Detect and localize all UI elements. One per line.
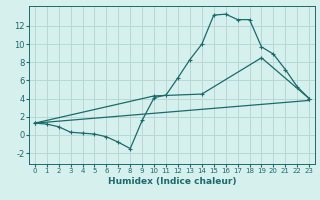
X-axis label: Humidex (Indice chaleur): Humidex (Indice chaleur) — [108, 177, 236, 186]
